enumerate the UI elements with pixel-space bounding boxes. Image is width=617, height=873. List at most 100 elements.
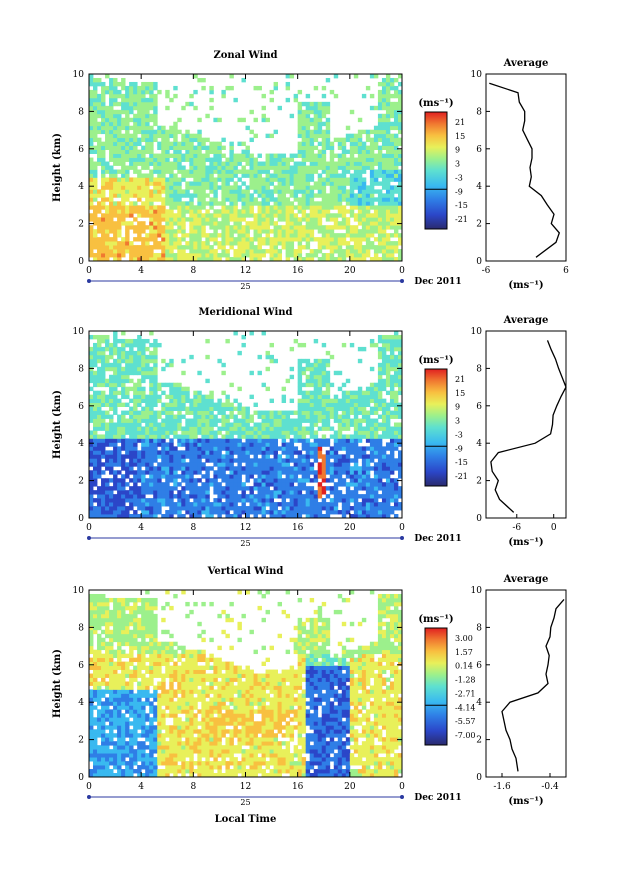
heatmap-cell bbox=[181, 133, 186, 139]
heatmap-cell bbox=[301, 181, 307, 186]
heatmap-cell bbox=[101, 394, 106, 400]
heatmap-cell bbox=[97, 434, 102, 439]
heatmap-cell bbox=[341, 434, 347, 439]
heatmap-cell bbox=[317, 225, 323, 230]
heatmap-cell bbox=[281, 217, 287, 222]
heatmap-cell bbox=[253, 470, 258, 475]
heatmap-cell bbox=[113, 193, 118, 198]
heatmap-cell bbox=[257, 225, 262, 230]
heatmap-cell bbox=[277, 233, 283, 238]
heatmap-cell bbox=[233, 502, 238, 507]
heatmap-cell bbox=[205, 406, 210, 411]
heatmap-cell bbox=[357, 454, 363, 459]
heatmap-cell bbox=[297, 434, 303, 439]
heatmap-cell bbox=[261, 253, 266, 258]
heatmap-cell bbox=[145, 510, 150, 515]
heatmap-cell bbox=[169, 410, 174, 415]
heatmap-cell bbox=[189, 474, 194, 479]
heatmap-cell bbox=[285, 430, 291, 435]
heatmap-cell bbox=[141, 338, 146, 344]
heatmap-cell bbox=[289, 165, 295, 170]
heatmap-cell bbox=[141, 478, 146, 483]
heatmap-cell bbox=[121, 97, 126, 103]
heatmap-cell bbox=[129, 101, 134, 107]
heatmap-cell bbox=[225, 398, 230, 404]
heatmap-cell bbox=[189, 450, 194, 455]
heatmap-cell bbox=[121, 173, 126, 178]
heatmap-cell bbox=[149, 229, 154, 234]
heatmap-cell bbox=[305, 382, 311, 388]
heatmap-cell bbox=[313, 185, 319, 190]
heatmap-cell bbox=[161, 462, 166, 467]
heatmap-cell bbox=[273, 434, 278, 439]
heatmap-cell bbox=[349, 490, 355, 495]
heatmap-cell bbox=[389, 113, 395, 119]
heatmap-cell bbox=[277, 157, 283, 162]
heatmap-cell bbox=[217, 402, 222, 407]
heatmap-cell bbox=[201, 137, 206, 143]
heatmap-cell bbox=[209, 394, 214, 400]
heatmap-cell bbox=[105, 257, 110, 262]
heatmap-cell bbox=[245, 462, 250, 467]
heatmap-cell bbox=[221, 169, 226, 174]
heatmap-cell bbox=[193, 225, 198, 230]
heatmap-cell bbox=[225, 454, 230, 459]
heatmap-cell bbox=[185, 430, 190, 435]
heatmap-cell bbox=[333, 173, 339, 178]
heatmap-cell bbox=[241, 157, 246, 162]
heatmap-cell bbox=[113, 177, 118, 182]
heatmap-cell bbox=[129, 221, 134, 226]
heatmap-cell bbox=[309, 229, 315, 234]
heatmap-cell bbox=[125, 482, 130, 487]
heatmap-cell bbox=[341, 169, 347, 174]
heatmap-cell bbox=[369, 257, 375, 262]
heatmap-cell bbox=[321, 133, 327, 139]
heatmap-cell bbox=[281, 241, 287, 246]
heatmap-cell bbox=[173, 430, 178, 435]
heatmap-cell bbox=[113, 346, 118, 352]
heatmap-cell bbox=[117, 366, 122, 372]
heatmap-cell bbox=[357, 145, 363, 150]
heatmap-cell bbox=[269, 502, 274, 507]
heatmap-cell bbox=[317, 370, 323, 376]
heatmap-cell bbox=[97, 334, 102, 340]
heatmap-cell bbox=[101, 510, 106, 515]
heatmap-cell bbox=[385, 221, 391, 226]
heatmap-cell bbox=[377, 482, 383, 487]
heatmap-cell bbox=[361, 181, 367, 186]
heatmap-cell bbox=[169, 466, 174, 471]
heatmap-cell bbox=[117, 249, 122, 254]
heatmap-cell bbox=[341, 241, 347, 246]
heatmap-cell bbox=[329, 506, 335, 511]
heatmap-cell bbox=[297, 129, 303, 135]
heatmap-cell bbox=[337, 458, 343, 463]
heatmap-cell bbox=[237, 402, 242, 407]
heatmap-cell bbox=[321, 201, 327, 206]
heatmap-cell bbox=[297, 177, 303, 182]
heatmap-cell bbox=[213, 189, 218, 194]
heatmap-cell bbox=[169, 386, 174, 392]
heatmap-cell bbox=[341, 217, 347, 222]
heatmap-cell bbox=[269, 217, 274, 222]
heatmap-cell bbox=[277, 185, 283, 190]
x-tick-label: 0 bbox=[86, 266, 92, 276]
heatmap-cell bbox=[109, 221, 114, 226]
heatmap-cell bbox=[113, 442, 118, 447]
heatmap-cell bbox=[365, 157, 371, 162]
heatmap-cell bbox=[365, 402, 371, 407]
heatmap-cell bbox=[293, 169, 299, 174]
heatmap-cell bbox=[201, 157, 206, 162]
heatmap-cell bbox=[221, 233, 226, 238]
heatmap-cell bbox=[173, 506, 178, 511]
heatmap-cell bbox=[149, 454, 154, 459]
heatmap-cell bbox=[389, 358, 395, 364]
heatmap-cell bbox=[357, 133, 363, 139]
heatmap-cell bbox=[365, 133, 371, 139]
heatmap-cell bbox=[201, 498, 206, 503]
heatmap-cell bbox=[121, 109, 126, 115]
heatmap-cell bbox=[93, 189, 98, 194]
heatmap-cell bbox=[325, 125, 331, 131]
heatmap-cell bbox=[265, 177, 270, 182]
heatmap-cell bbox=[325, 378, 331, 384]
heatmap-cell bbox=[329, 490, 335, 495]
